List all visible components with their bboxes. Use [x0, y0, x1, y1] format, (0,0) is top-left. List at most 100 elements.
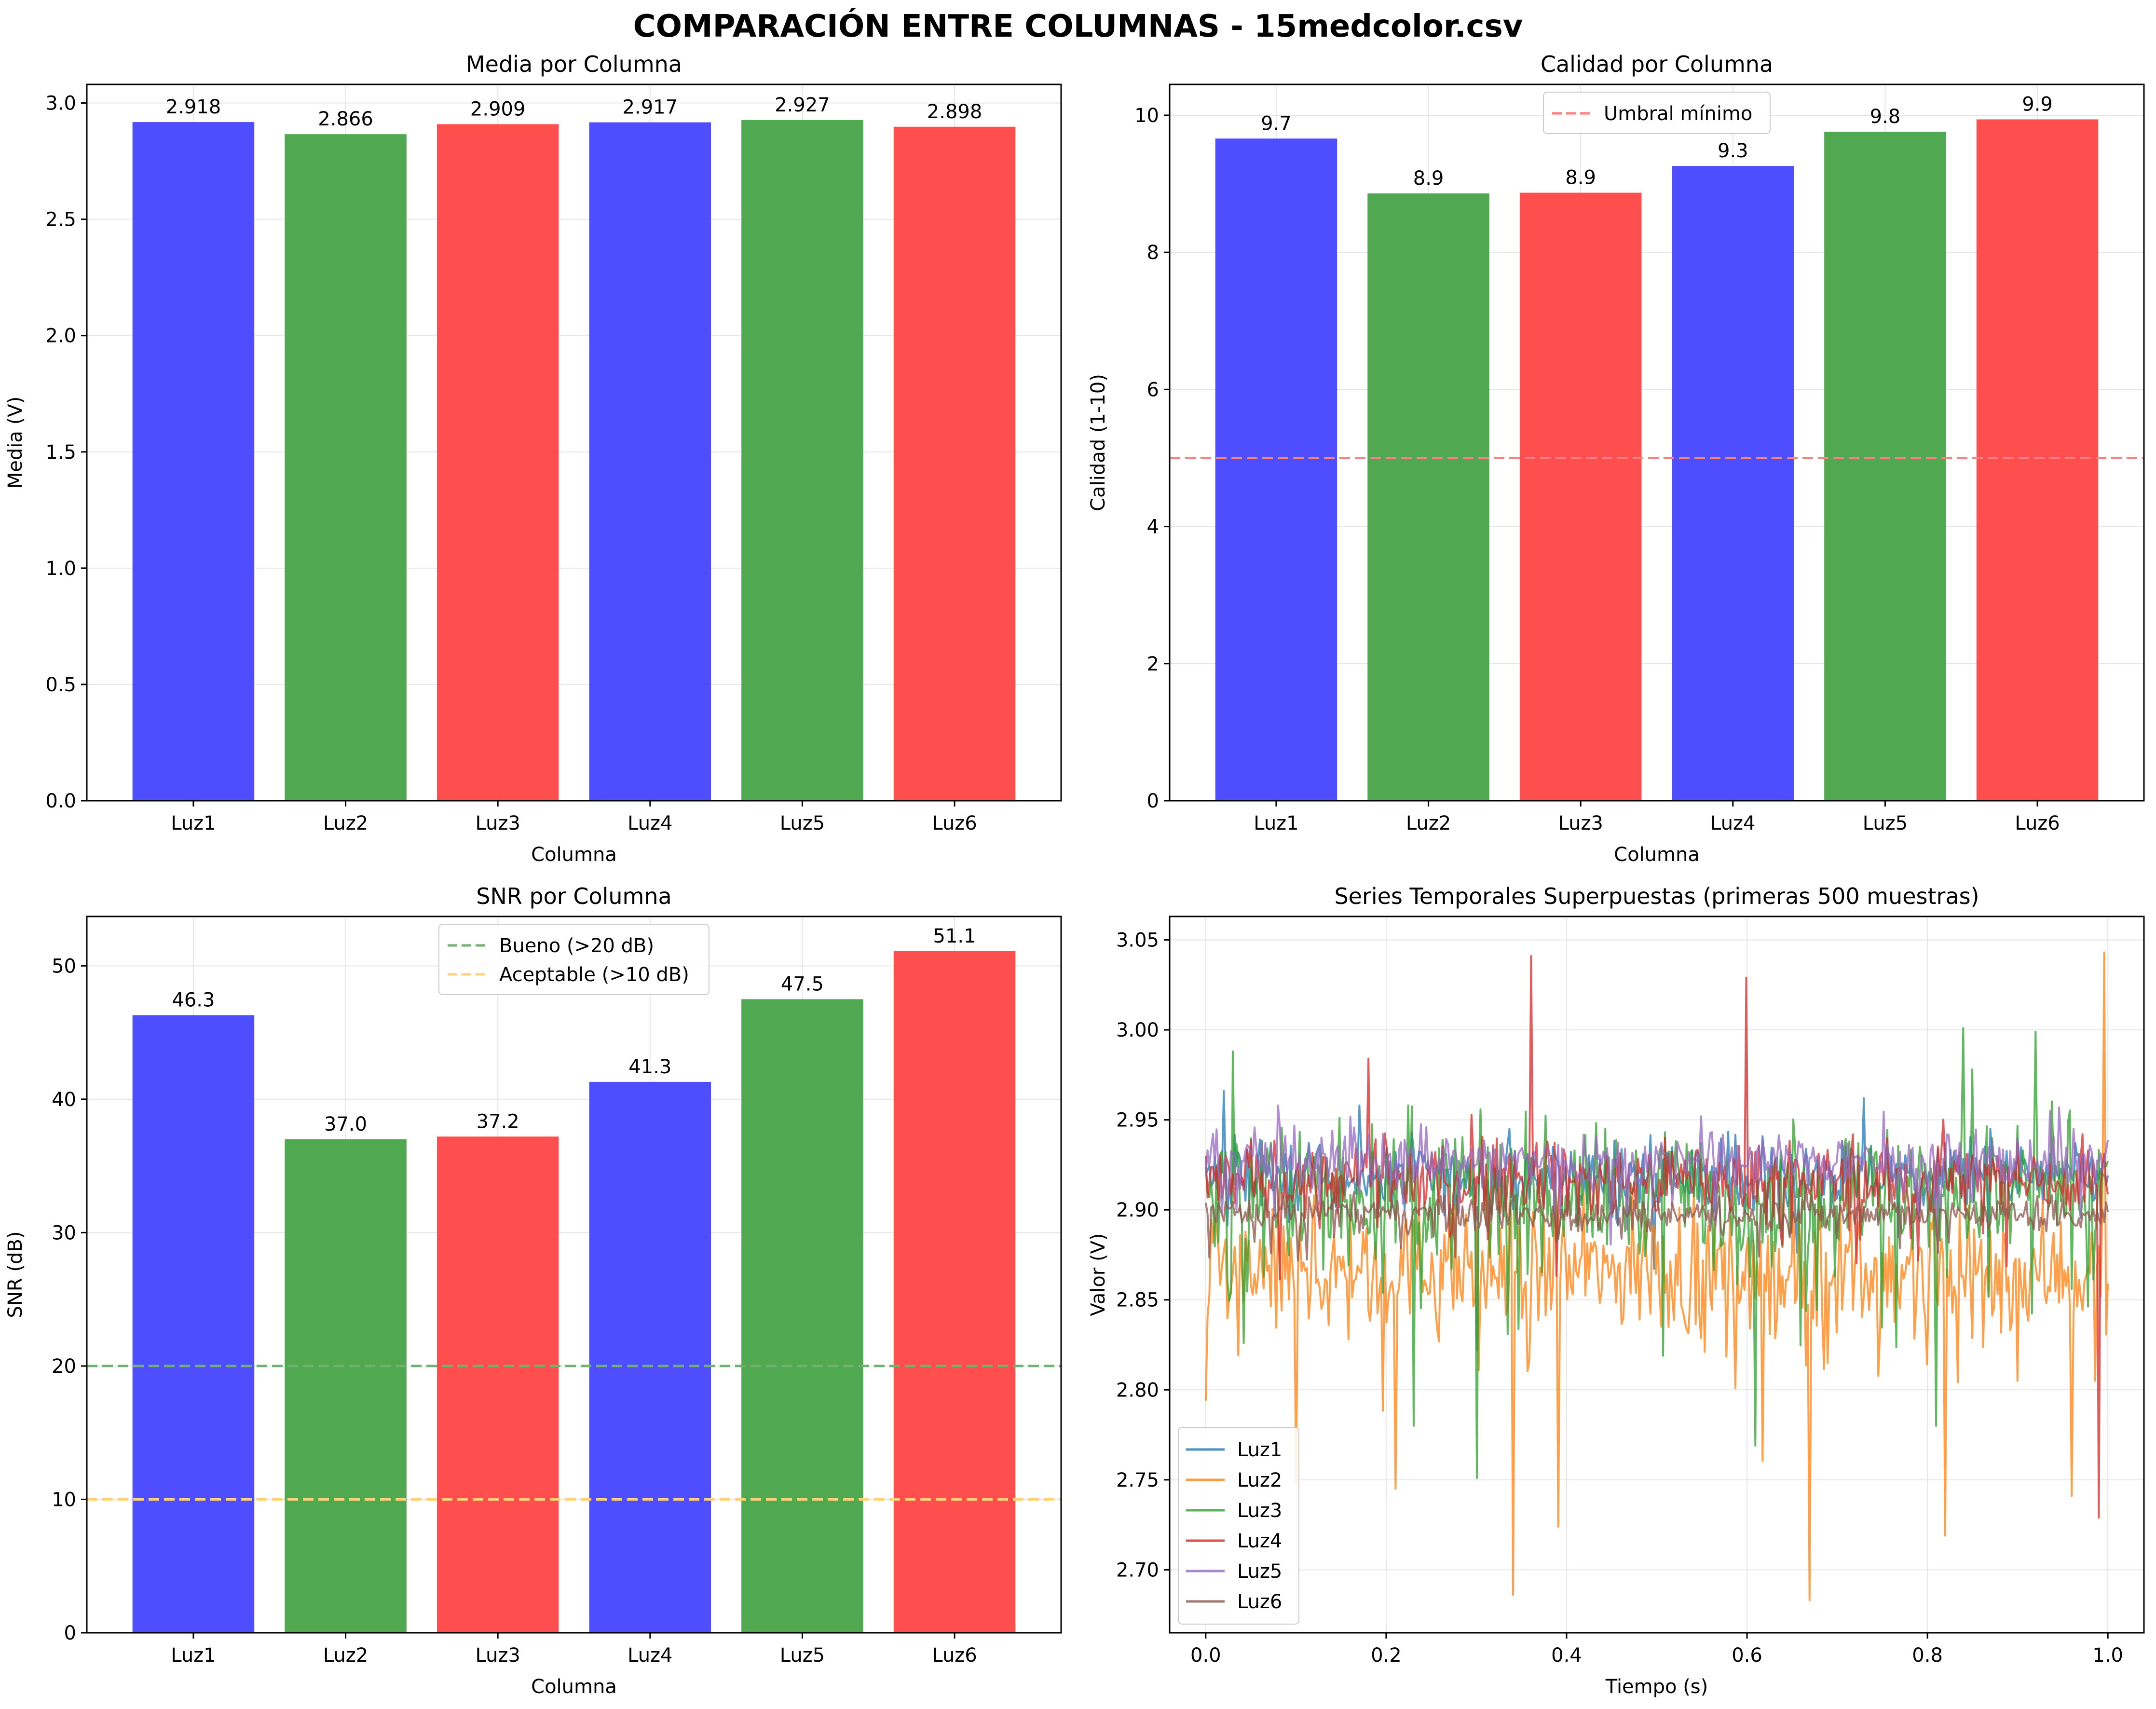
bar-value-label: 8.9 — [1413, 167, 1444, 190]
panel-snr: 46.3 37.0 37.2 41.3 47.5 51.1 0 10 20 30 40 50 Luz1 L… — [4, 883, 1062, 1698]
bar-luz4 — [589, 1081, 711, 1633]
bar-value-label: 37.0 — [324, 1113, 367, 1135]
y-axis-label: Valor (V) — [1087, 1233, 1109, 1316]
x-tick-label: Luz5 — [780, 1644, 825, 1667]
x-tick-label: 0.4 — [1551, 1644, 1582, 1667]
axes-frame — [86, 916, 1062, 1634]
x-axis-label: Columna — [531, 844, 617, 866]
bar-luz1 — [132, 122, 255, 801]
chart-title: Series Temporales Superpuestas (primeras… — [1334, 883, 1979, 909]
bar-value-label: 9.8 — [1870, 106, 1901, 128]
y-axis-label: Media (V) — [4, 396, 27, 489]
x-axis-label: Columna — [531, 1676, 617, 1698]
legend-box — [1178, 1427, 1299, 1625]
legend-label: Umbral mínimo — [1604, 103, 1752, 125]
bar-luz2 — [285, 134, 407, 801]
y-tick-label: 30 — [52, 1222, 76, 1244]
bar-value-label: 2.927 — [775, 94, 830, 116]
series-line-luz6 — [1204, 1177, 2109, 1262]
y-tick-label: 0.5 — [45, 674, 76, 696]
panel-series: 2.70 2.75 2.80 2.85 2.90 2.95 3.00 3.05 0.0 0.2 0.… — [1087, 883, 2145, 1698]
x-tick-label: Luz1 — [171, 812, 216, 834]
bar-luz5 — [741, 120, 863, 801]
y-tick-label: 2.70 — [1116, 1559, 1159, 1581]
bar-luz2 — [1367, 193, 1489, 801]
x-tick-label: Luz4 — [628, 812, 672, 834]
figure-suptitle: COMPARACIÓN ENTRE COLUMNAS - 15medcolor.… — [633, 8, 1523, 44]
bar-luz2 — [285, 1139, 407, 1633]
bar-luz4 — [589, 122, 711, 801]
bar-value-label: 41.3 — [628, 1056, 671, 1078]
bar-value-label: 51.1 — [933, 925, 976, 947]
bar-luz6 — [893, 126, 1016, 801]
bar-value-label: 37.2 — [477, 1110, 519, 1133]
x-tick-label: Luz6 — [2015, 812, 2060, 834]
bar-value-label: 2.866 — [318, 108, 373, 130]
y-tick-label: 40 — [52, 1089, 76, 1111]
x-tick-label: Luz1 — [171, 1644, 216, 1667]
x-tick-label: Luz6 — [932, 812, 977, 834]
y-tick-label: 0 — [1147, 790, 1159, 812]
x-tick-label: Luz3 — [475, 812, 520, 834]
y-tick-label: 10 — [1134, 105, 1159, 127]
x-tick-label: 0.6 — [1732, 1644, 1762, 1667]
x-tick-label: 0.0 — [1190, 1644, 1221, 1667]
x-tick-label: Luz5 — [1863, 812, 1908, 834]
y-tick-label: 1.0 — [45, 558, 76, 580]
bar-luz3 — [437, 124, 559, 801]
panel-media: 2.918 2.866 2.909 2.917 2.927 2.898 0.0 0.5 1.0 1… — [4, 51, 1062, 866]
y-tick-label: 0 — [64, 1622, 76, 1644]
axes-frame — [1169, 83, 2145, 802]
legend-label: Aceptable (>10 dB) — [499, 964, 689, 986]
x-tick-label: Luz4 — [628, 1644, 672, 1667]
bar-luz3 — [437, 1136, 559, 1633]
bar-value-label: 8.9 — [1565, 167, 1596, 189]
legend-label: Luz3 — [1237, 1500, 1282, 1522]
y-tick-label: 0.0 — [45, 790, 76, 812]
x-tick-label: 0.8 — [1912, 1644, 1943, 1667]
y-tick-label: 20 — [52, 1355, 76, 1378]
y-tick-label: 6 — [1147, 379, 1159, 401]
x-tick-label: Luz6 — [932, 1644, 977, 1667]
x-tick-label: Luz3 — [1558, 812, 1603, 834]
x-tick-label: 0.2 — [1371, 1644, 1402, 1667]
legend-label: Luz6 — [1237, 1591, 1282, 1613]
bar-luz6 — [1976, 119, 2099, 801]
y-tick-label: 2.85 — [1116, 1289, 1159, 1312]
x-tick-label: Luz2 — [1406, 812, 1451, 834]
legend-label: Luz1 — [1237, 1439, 1282, 1461]
axes-frame — [1169, 916, 2145, 1634]
y-tick-label: 8 — [1147, 242, 1159, 264]
legend-label: Luz4 — [1237, 1530, 1282, 1552]
legend-label: Luz5 — [1237, 1560, 1282, 1583]
bar-luz5 — [1824, 132, 1946, 801]
y-axis-label: Calidad (1-10) — [1087, 374, 1109, 511]
legend-label: Luz2 — [1237, 1469, 1282, 1491]
x-tick-label: Luz3 — [475, 1644, 520, 1667]
bar-luz5 — [741, 999, 863, 1633]
bar-value-label: 2.918 — [166, 96, 221, 118]
x-tick-label: Luz5 — [780, 812, 825, 834]
x-tick-label: Luz2 — [323, 812, 368, 834]
series-line-luz2 — [1204, 951, 2109, 1601]
bar-luz4 — [1672, 166, 1794, 801]
bar-value-label: 2.898 — [927, 101, 982, 123]
bar-luz1 — [1215, 138, 1337, 801]
y-tick-label: 10 — [52, 1489, 76, 1511]
x-tick-label: Luz4 — [1710, 812, 1755, 834]
y-tick-label: 3.05 — [1116, 930, 1159, 952]
y-tick-label: 2.5 — [45, 209, 76, 231]
x-axis-label: Columna — [1614, 844, 1700, 866]
bar-value-label: 2.917 — [623, 96, 678, 119]
bar-luz1 — [132, 1015, 255, 1633]
x-tick-label: Luz1 — [1254, 812, 1298, 834]
bar-value-label: 9.9 — [2022, 93, 2053, 115]
y-tick-label: 2.95 — [1116, 1109, 1159, 1132]
y-tick-label: 3.00 — [1116, 1019, 1159, 1041]
y-tick-label: 2.75 — [1116, 1469, 1159, 1491]
bar-luz6 — [893, 951, 1016, 1633]
chart-title: SNR por Columna — [476, 883, 671, 909]
x-tick-label: Luz2 — [323, 1644, 368, 1667]
legend-box — [438, 924, 710, 995]
